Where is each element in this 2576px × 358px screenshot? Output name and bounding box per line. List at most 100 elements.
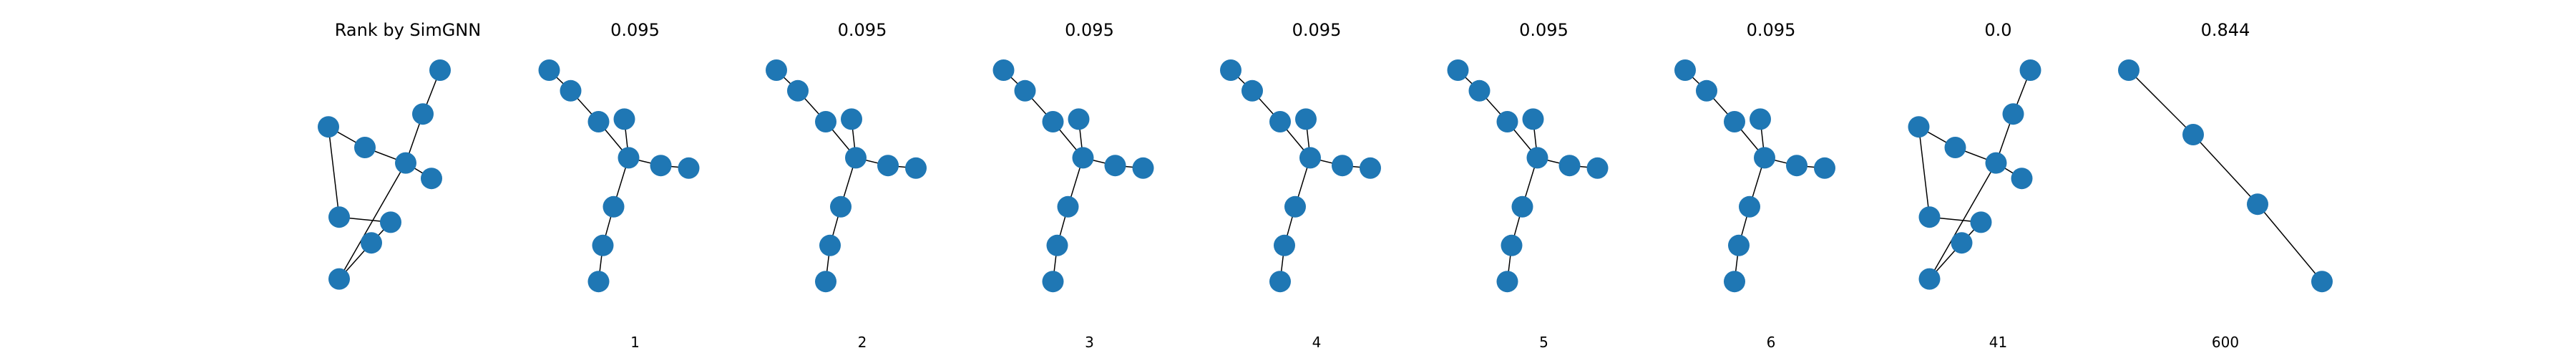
graph-node — [1284, 195, 1306, 218]
graph-node — [650, 155, 672, 177]
graph-node — [380, 211, 401, 233]
graph-node — [1750, 108, 1771, 130]
graph-node — [787, 79, 809, 102]
panel-rank-label: 41 — [1989, 334, 2007, 351]
panel-rank-label: 6 — [1767, 334, 1776, 351]
graph-node — [2019, 59, 2041, 81]
graph-node — [1068, 108, 1090, 130]
graph-node — [1299, 147, 1321, 169]
graph-node — [1042, 111, 1064, 132]
graph-node — [905, 157, 927, 179]
graph-node — [2311, 271, 2333, 293]
graph-node — [1132, 157, 1154, 179]
graph-node — [1360, 157, 1381, 179]
graph-node — [841, 108, 862, 130]
graph-edge — [2192, 134, 2258, 205]
graph-node — [592, 234, 614, 256]
graph-node — [328, 206, 350, 228]
panel-rank-label: 5 — [1539, 334, 1548, 351]
graph-node — [1970, 211, 1992, 233]
graph-node — [1269, 111, 1291, 132]
graph-node — [877, 155, 899, 177]
graph-node — [395, 152, 416, 174]
graph-node — [2011, 168, 2033, 190]
graph-edge — [1928, 163, 1997, 279]
graph-edge — [2257, 203, 2323, 282]
graph-node — [1696, 79, 1717, 102]
graph-node — [1468, 79, 1491, 102]
graph-edge — [2128, 69, 2194, 135]
graph-node — [1220, 59, 1241, 81]
graph-panel: 0.095 4 — [1220, 20, 1381, 351]
graph-node — [618, 147, 640, 169]
graph-node — [2002, 103, 2024, 125]
graph-node — [1944, 137, 1966, 158]
graph-panel: 0.0 41 — [1908, 20, 2041, 351]
panel-rank-label: 4 — [1312, 334, 1322, 351]
graph-node — [1754, 147, 1775, 169]
graph-node — [766, 59, 787, 81]
panel-title: 0.095 — [1747, 20, 1796, 40]
graph-edge — [338, 163, 406, 279]
graph-panel: 0.095 2 — [766, 20, 927, 351]
graph-node — [1496, 271, 1518, 293]
graph-node — [1046, 234, 1068, 256]
graph-node — [1332, 155, 1353, 177]
graph-node — [1526, 147, 1548, 169]
graph-node — [421, 168, 442, 190]
graph-node — [845, 147, 867, 169]
graph-node — [1739, 195, 1760, 218]
graph-node — [678, 157, 700, 179]
graph-node — [1447, 59, 1469, 81]
panels-layer: Rank by SimGNN 0.09510.09520.09530.09540.… — [318, 20, 2333, 351]
panel-title: 0.095 — [1065, 20, 1114, 40]
graph-node — [1814, 157, 1835, 179]
graph-node — [815, 271, 836, 293]
panel-title: 0.0 — [1984, 20, 2011, 40]
graph-node — [354, 137, 376, 158]
graph-node — [815, 111, 836, 132]
graph-node — [361, 232, 382, 254]
panel-rank-label: 1 — [630, 334, 640, 351]
graph-node — [429, 59, 451, 81]
graph-node — [1104, 155, 1126, 177]
graph-node — [318, 116, 339, 138]
graph-node — [1724, 111, 1745, 132]
graph-node — [1496, 111, 1518, 132]
graph-node — [1501, 234, 1523, 256]
graph-node — [1728, 234, 1750, 256]
panel-title: 0.844 — [2201, 20, 2250, 40]
graph-node — [1295, 108, 1317, 130]
graph-node — [1951, 232, 1973, 254]
graph-node — [1522, 108, 1544, 130]
graph-node — [1269, 271, 1291, 293]
graph-node — [1586, 157, 1609, 179]
graph-edge — [328, 127, 340, 218]
graph-node — [1724, 271, 1745, 293]
graph-node — [1241, 79, 1263, 102]
graph-node — [602, 195, 625, 218]
panel-rank-label: 2 — [858, 334, 867, 351]
graph-node — [1558, 155, 1581, 177]
graph-node — [1274, 234, 1295, 256]
panel-title: 0.095 — [838, 20, 887, 40]
graph-node — [1511, 195, 1533, 218]
graph-node — [1014, 79, 1036, 102]
graph-panel: 0.095 6 — [1674, 20, 1835, 351]
graph-node — [1057, 195, 1079, 218]
graph-node — [560, 79, 582, 102]
panel-title: 0.095 — [1292, 20, 1342, 40]
graph-node — [587, 271, 610, 293]
graph-node — [587, 111, 610, 132]
graph-node — [830, 195, 852, 218]
graph-node — [2247, 193, 2268, 216]
graph-edge — [1918, 127, 1931, 218]
panel-title: 0.095 — [1519, 20, 1568, 40]
panel-rank-label: 3 — [1085, 334, 1094, 351]
graph-node — [412, 103, 434, 125]
graph-panel: 0.095 5 — [1447, 20, 1609, 351]
graph-node — [1918, 206, 1941, 228]
panel-rank-label: 600 — [2212, 334, 2239, 351]
graph-node — [328, 268, 350, 290]
